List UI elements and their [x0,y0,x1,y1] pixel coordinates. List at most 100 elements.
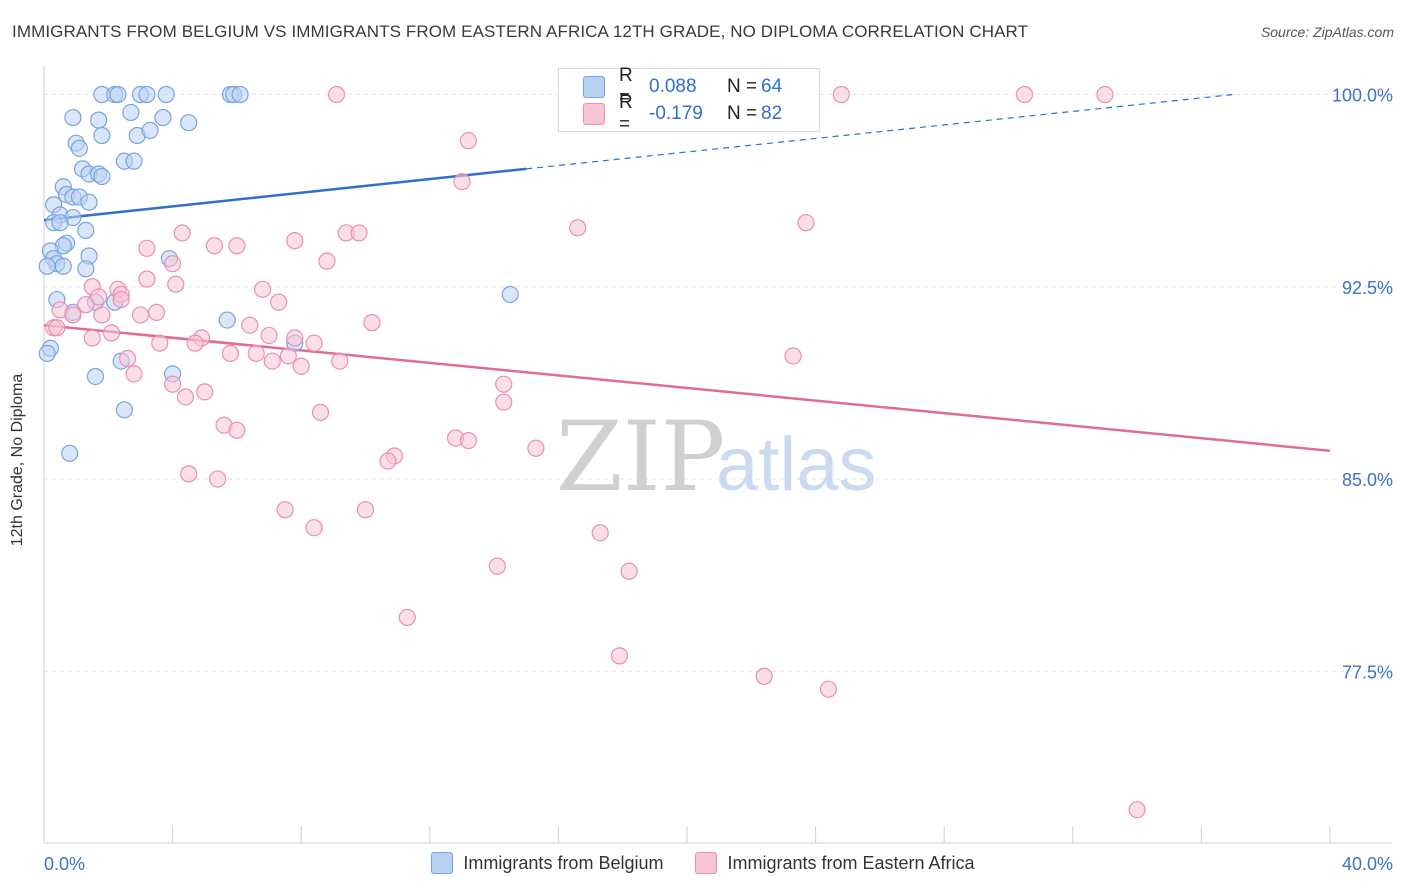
data-point [755,667,773,685]
data-point [141,121,159,139]
r-label: R = [619,92,633,135]
data-point [231,85,249,104]
y-axis-label: 12th Grade, No Diploma [9,373,26,547]
data-point [218,311,236,329]
x-tick-labels: 0.0% 40.0% [44,854,1393,874]
data-point [819,680,838,698]
data-point [54,257,72,275]
data-point [80,193,98,211]
data-point [270,293,288,311]
trend-line-belgium-extension [526,93,1234,170]
data-point [610,647,629,665]
legend-row-belgium: R = 0.088 N = 64 [583,65,783,108]
legend-item-eastern-africa[interactable]: Immigrants from Eastern Africa [695,852,975,874]
data-point [38,344,56,363]
r-label: R = [619,65,633,108]
data-point [157,85,175,104]
data-point [93,126,111,145]
data-point [305,519,323,537]
data-point [363,314,381,332]
data-point [38,257,56,275]
data-point [77,260,95,278]
data-point [331,352,349,370]
data-point [64,108,82,127]
source-label[interactable]: Source: ZipAtlas.com [1260,24,1394,40]
data-point [527,439,545,457]
data-point [77,221,95,239]
data-point [138,85,156,104]
data-point [118,349,137,368]
y-tick-label: 85.0% [1342,470,1393,490]
stats-legend: R = 0.088 N = 64 R = -0.179 N = 82 [558,65,820,135]
data-point [164,375,182,393]
data-point [832,85,850,104]
data-point [495,393,513,411]
data-point [109,85,127,104]
data-point [247,344,265,363]
trend-lines [43,93,1331,453]
data-point [131,306,150,324]
data-points [38,85,1146,819]
data-point [176,388,195,406]
data-point [356,501,375,519]
data-point [186,334,204,352]
points-belgium [38,85,519,462]
data-point [311,403,330,421]
data-point [125,152,143,170]
legend-item-belgium[interactable]: Immigrants from Belgium [431,852,663,874]
data-point [1128,801,1146,819]
series-legend: Immigrants from Belgium Immigrants from … [0,852,1406,874]
data-point [591,524,609,542]
data-point [620,562,638,580]
data-point [154,108,172,127]
data-point [125,365,143,383]
data-point [488,557,506,575]
data-point [77,296,95,314]
y-tick-label: 77.5% [1342,662,1393,682]
data-point [569,219,587,237]
x-tick-label: 40.0% [1342,854,1393,874]
legend-swatch-belgium [431,852,454,874]
data-point [784,347,802,365]
watermark: ZIP atlas [556,401,877,513]
data-point [209,470,227,488]
data-point [167,275,185,293]
legend-swatch-eastern-africa [583,103,605,125]
x-tick-label: 0.0% [44,854,85,874]
legend-swatch-belgium [583,76,605,98]
r-value-belgium: 0.088 [649,76,697,97]
data-point [292,357,310,375]
data-point [263,352,281,370]
data-point [86,367,105,386]
data-point [147,303,166,321]
data-point [501,285,519,304]
legend-label-eastern-africa: Immigrants from Eastern Africa [727,852,975,873]
data-point [228,237,246,255]
y-tick-label: 100.0% [1332,86,1393,106]
legend-label-belgium: Immigrants from Belgium [463,852,664,873]
y-tick-labels: 77.5% 85.0% 92.5% 100.0% [1332,86,1393,683]
data-point [318,252,336,270]
data-point [180,114,198,132]
data-point [102,324,121,342]
data-point [398,608,416,627]
n-label: N = [727,76,758,97]
data-point [151,334,169,352]
data-point [453,173,471,191]
data-point [221,344,240,363]
n-value-belgium: 64 [761,76,783,97]
data-point [115,401,133,419]
data-point [173,224,191,242]
data-point [327,85,346,104]
axes [43,66,1392,844]
data-point [1015,85,1034,104]
data-point [241,316,259,334]
data-point [196,383,214,401]
data-point [279,347,297,365]
data-point [90,288,108,306]
data-point [459,132,477,150]
n-value-eastern-africa: 82 [761,103,783,124]
data-point [286,232,304,250]
data-point [48,319,66,337]
